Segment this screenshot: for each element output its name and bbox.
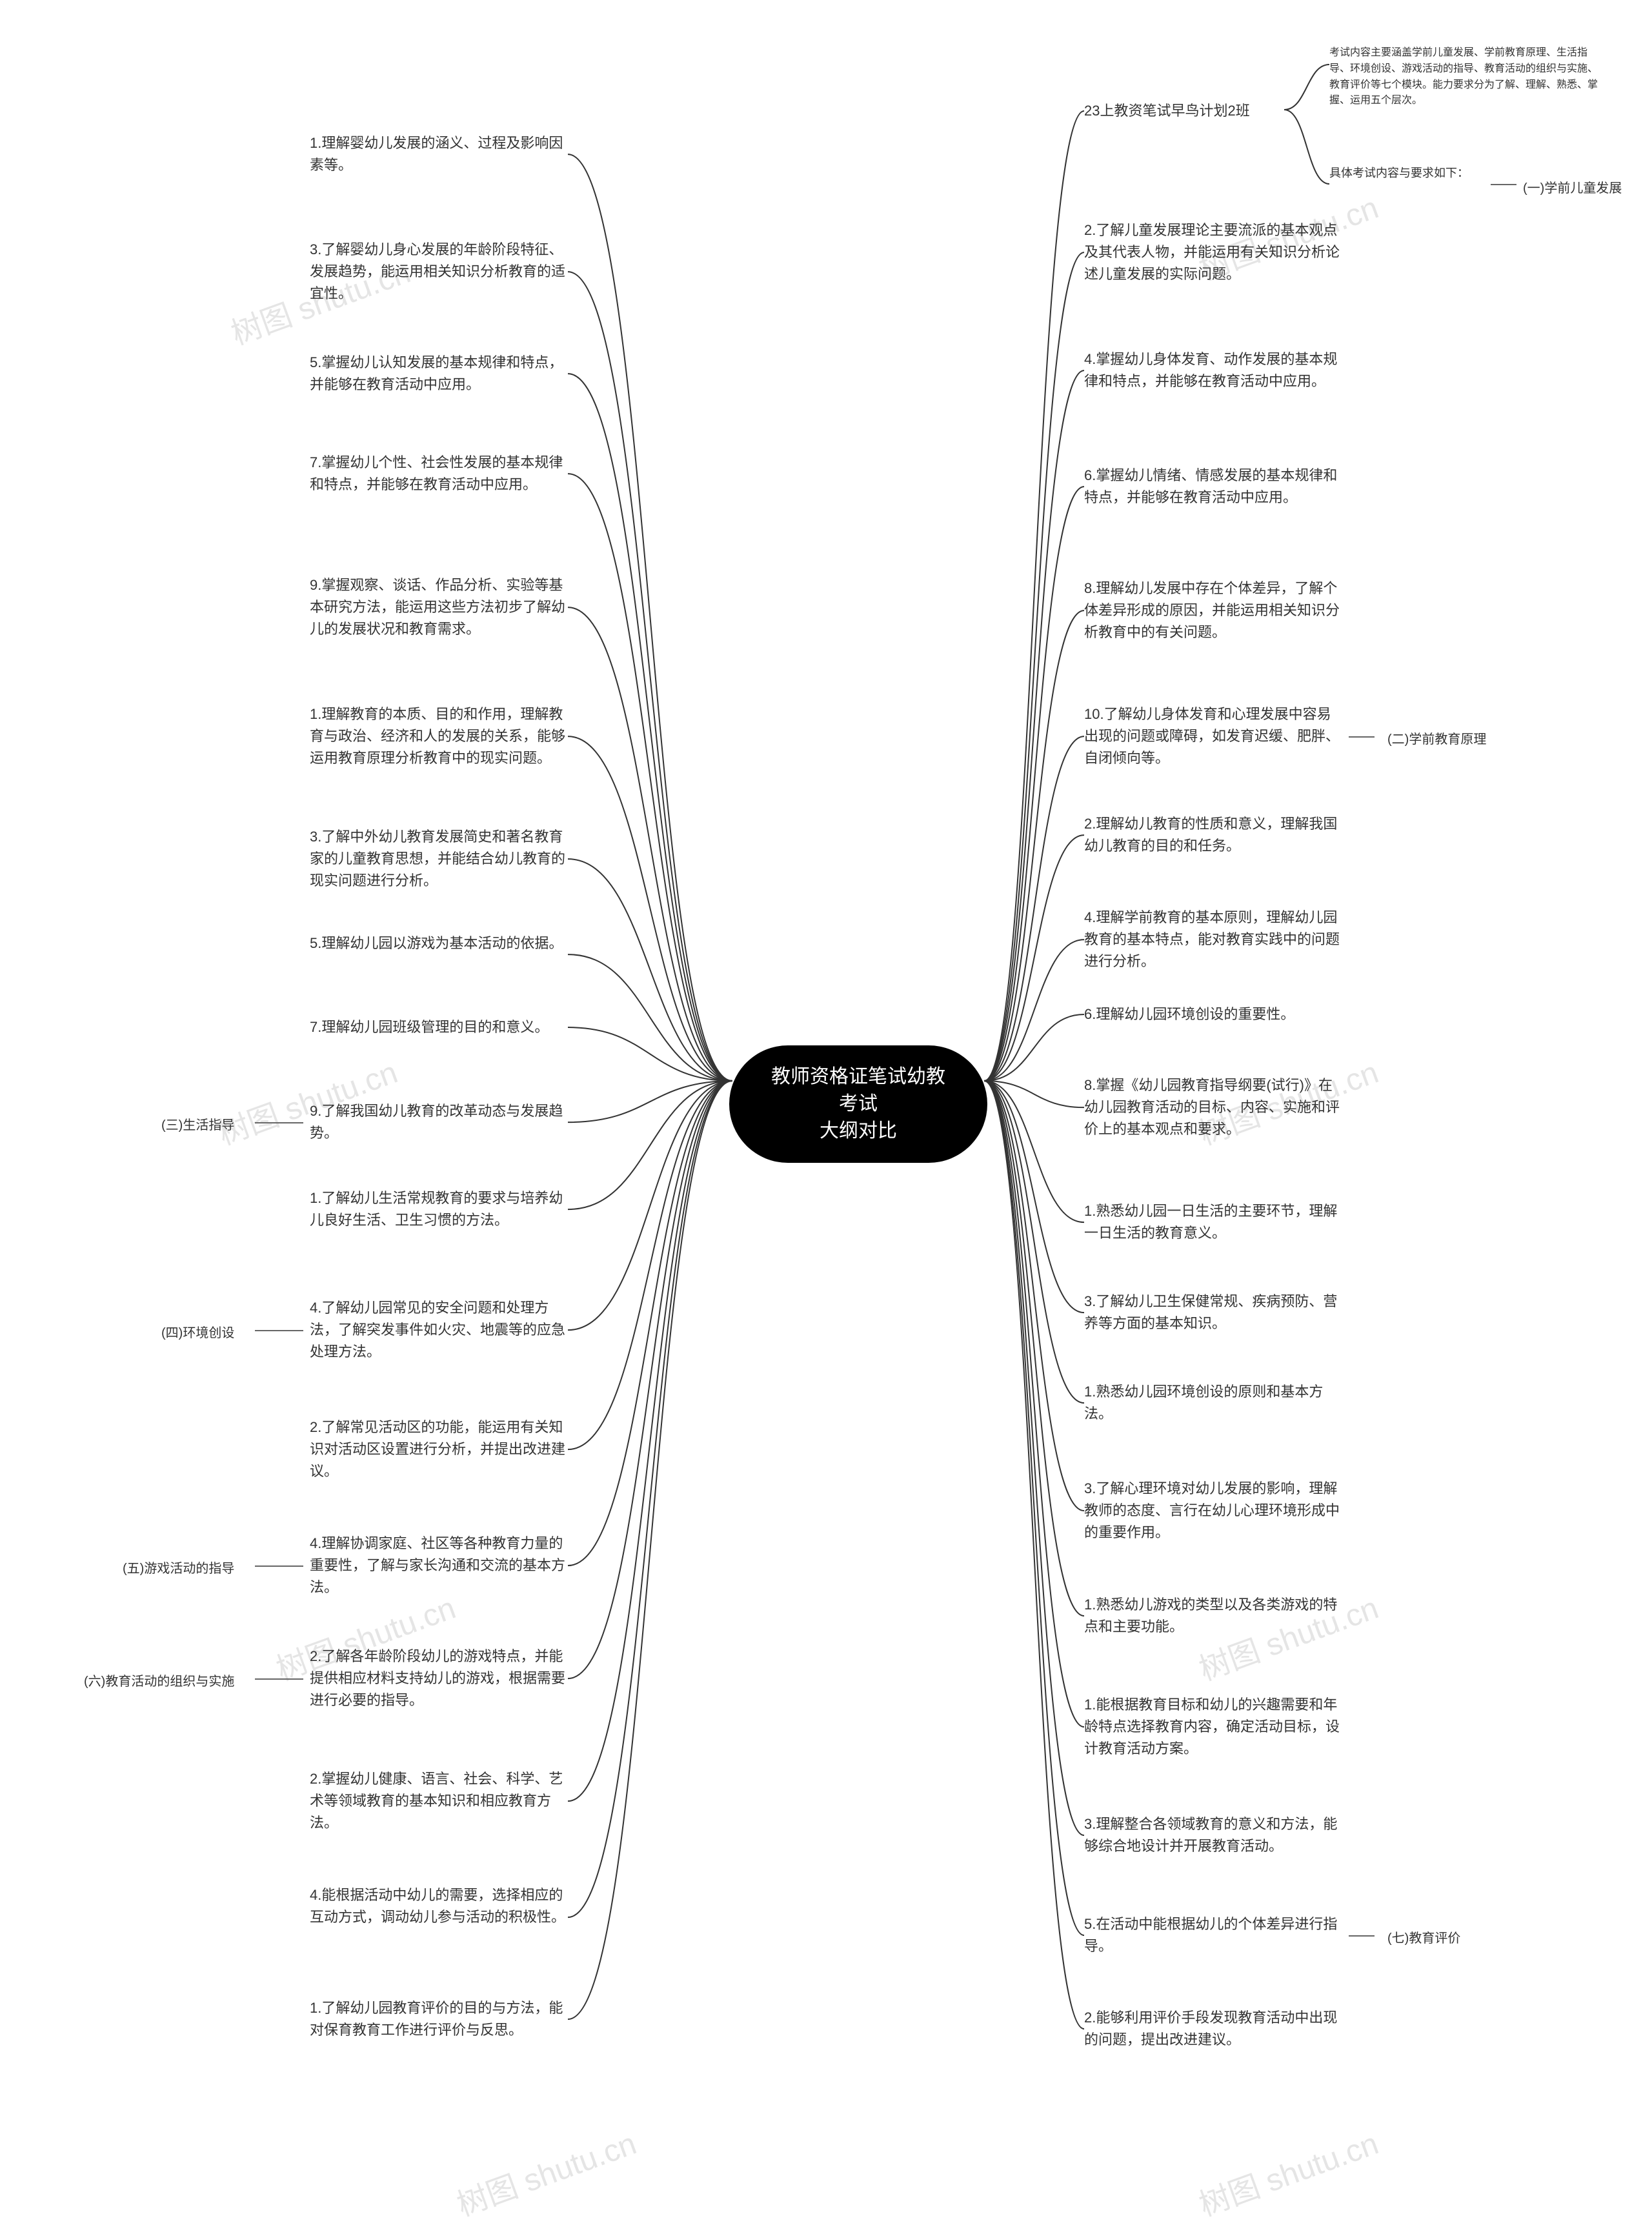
section-tag: (一)学前儿童发展 [1523, 177, 1622, 196]
mindmap-node: 6.掌握幼儿情绪、情感发展的基本规律和特点，并能够在教育活动中应用。 [1084, 465, 1342, 508]
mindmap-node: 1.熟悉幼儿游戏的类型以及各类游戏的特点和主要功能。 [1084, 1594, 1342, 1638]
mindmap-node: 9.了解我国幼儿教育的改革动态与发展趋势。 [310, 1100, 568, 1144]
mindmap-node: 7.理解幼儿园班级管理的目的和意义。 [310, 1016, 549, 1038]
mindmap-node: 1.了解幼儿生活常规教育的要求与培养幼儿良好生活、卫生习惯的方法。 [310, 1187, 568, 1231]
mindmap-node: 10.了解幼儿身体发育和心理发展中容易出现的问题或障碍，如发育迟缓、肥胖、自闭倾… [1084, 703, 1342, 769]
mindmap-node: 9.掌握观察、谈话、作品分析、实验等基本研究方法，能运用这些方法初步了解幼儿的发… [310, 574, 568, 640]
mindmap-node: 1.熟悉幼儿园一日生活的主要环节，理解一日生活的教育意义。 [1084, 1200, 1342, 1244]
watermark: 树图 shutu.cn [1192, 2118, 1384, 2224]
mindmap-node: 23上教资笔试早鸟计划2班 [1084, 100, 1250, 122]
mindmap-node: 3.了解幼儿卫生保健常规、疾病预防、营养等方面的基本知识。 [1084, 1291, 1342, 1334]
tag-connector [1349, 736, 1375, 738]
mindmap-node: 1.能根据教育目标和幼儿的兴趣需要和年龄特点选择教育内容，确定活动目标，设计教育… [1084, 1694, 1342, 1760]
mindmap-node: 2.掌握幼儿健康、语言、社会、科学、艺术等领域教育的基本知识和相应教育方法。 [310, 1768, 568, 1834]
mindmap-subnode: 具体考试内容与要求如下： [1329, 165, 1469, 183]
mindmap-node: 2.了解儿童发展理论主要流派的基本观点及其代表人物，并能运用有关知识分析论述儿童… [1084, 219, 1342, 285]
mindmap-node: 5.掌握幼儿认知发展的基本规律和特点，并能够在教育活动中应用。 [310, 352, 568, 396]
watermark: 树图 shutu.cn [450, 2118, 641, 2224]
section-tag: (三)生活指导 [161, 1114, 234, 1133]
mindmap-node: 4.了解幼儿园常见的安全问题和处理方法，了解突发事件如火灾、地震等的应急处理方法… [310, 1297, 568, 1363]
mindmap-node: 7.掌握幼儿个性、社会性发展的基本规律和特点，并能够在教育活动中应用。 [310, 452, 568, 496]
tag-connector [1349, 1935, 1375, 1937]
mindmap-node: 4.理解协调家庭、社区等各种教育力量的重要性，了解与家长沟通和交流的基本方法。 [310, 1533, 568, 1598]
tag-connector [255, 1122, 303, 1123]
center-node: 教师资格证笔试幼教考试大纲对比 [729, 1045, 987, 1163]
mindmap-node: 2.了解各年龄阶段幼儿的游戏特点，并能提供相应材料支持幼儿的游戏，根据需要进行必… [310, 1646, 568, 1711]
section-tag: (二)学前教育原理 [1387, 729, 1486, 747]
mindmap-node: 4.能根据活动中幼儿的需要，选择相应的互动方式，调动幼儿参与活动的积极性。 [310, 1884, 568, 1928]
mindmap-node: 1.理解婴幼儿发展的涵义、过程及影响因素等。 [310, 132, 568, 176]
mindmap-node: 6.理解幼儿园环境创设的重要性。 [1084, 1003, 1294, 1025]
mindmap-node: 3.了解婴幼儿身心发展的年龄阶段特征、发展趋势，能运用相关知识分析教育的适宜性。 [310, 239, 568, 305]
mindmap-node: 1.熟悉幼儿园环境创设的原则和基本方法。 [1084, 1381, 1342, 1425]
mindmap-node: 4.掌握幼儿身体发育、动作发展的基本规律和特点，并能够在教育活动中应用。 [1084, 348, 1342, 392]
mindmap-subnode: 考试内容主要涵盖学前儿童发展、学前教育原理、生活指导、环境创设、游戏活动的指导、… [1329, 45, 1607, 109]
mindmap-node: 3.了解中外幼儿教育发展简史和著名教育家的儿童教育思想，并能结合幼儿教育的现实问… [310, 826, 568, 892]
mindmap-node: 5.在活动中能根据幼儿的个体差异进行指导。 [1084, 1913, 1342, 1957]
section-tag: (六)教育活动的组织与实施 [84, 1671, 234, 1689]
tag-connector [255, 1330, 303, 1331]
mindmap-node: 8.掌握《幼儿园教育指导纲要(试行)》在幼儿园教育活动的目标、内容、实施和评价上… [1084, 1074, 1342, 1140]
mindmap-node: 2.了解常见活动区的功能，能运用有关知识对活动区设置进行分析，并提出改进建议。 [310, 1416, 568, 1482]
tag-connector [255, 1566, 303, 1567]
section-tag: (五)游戏活动的指导 [123, 1558, 234, 1576]
section-tag: (四)环境创设 [161, 1322, 234, 1341]
mindmap-node: 3.理解整合各领域教育的意义和方法，能够综合地设计并开展教育活动。 [1084, 1813, 1342, 1857]
mindmap-node: 3.了解心理环境对幼儿发展的影响，理解教师的态度、言行在幼儿心理环境形成中的重要… [1084, 1478, 1342, 1544]
tag-connector [1491, 184, 1516, 185]
mindmap-node: 2.能够利用评价手段发现教育活动中出现的问题，提出改进建议。 [1084, 2007, 1342, 2051]
mindmap-node: 5.理解幼儿园以游戏为基本活动的依据。 [310, 932, 563, 954]
mindmap-node: 1.理解教育的本质、目的和作用，理解教育与政治、经济和人的发展的关系，能够运用教… [310, 703, 568, 769]
section-tag: (七)教育评价 [1387, 1928, 1460, 1946]
mindmap-node: 4.理解学前教育的基本原则，理解幼儿园教育的基本特点，能对教育实践中的问题进行分… [1084, 907, 1342, 972]
mindmap-node: 1.了解幼儿园教育评价的目的与方法，能对保育教育工作进行评价与反思。 [310, 1997, 568, 2041]
tag-connector [255, 1678, 303, 1680]
mindmap-node: 2.理解幼儿教育的性质和意义，理解我国幼儿教育的目的和任务。 [1084, 813, 1342, 857]
center-text: 教师资格证笔试幼教考试大纲对比 [771, 1066, 945, 1142]
mindmap-node: 8.理解幼儿发展中存在个体差异，了解个体差异形成的原因，并能运用相关知识分析教育… [1084, 578, 1342, 643]
